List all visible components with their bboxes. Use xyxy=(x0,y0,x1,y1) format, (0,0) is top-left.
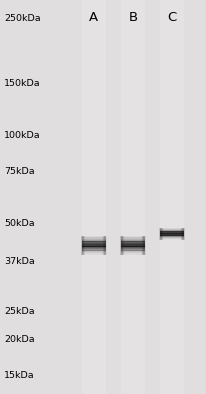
Bar xyxy=(121,236,123,255)
Bar xyxy=(160,228,162,240)
Bar xyxy=(162,228,164,240)
Bar xyxy=(103,236,105,255)
Bar xyxy=(161,228,163,240)
Bar xyxy=(84,236,86,255)
Text: 37kDa: 37kDa xyxy=(4,257,35,266)
Bar xyxy=(81,236,83,255)
Bar xyxy=(83,236,85,255)
Text: A: A xyxy=(89,11,98,24)
Bar xyxy=(143,236,145,255)
Bar xyxy=(102,236,104,255)
Bar xyxy=(121,236,123,255)
Text: 150kDa: 150kDa xyxy=(4,79,41,88)
Bar xyxy=(181,228,183,240)
Bar xyxy=(183,228,185,240)
Bar xyxy=(103,236,105,255)
Bar xyxy=(182,228,184,240)
Bar xyxy=(104,236,106,255)
Bar xyxy=(160,228,162,240)
Bar xyxy=(121,236,123,255)
Bar xyxy=(83,236,85,255)
Bar xyxy=(141,236,143,255)
Bar xyxy=(182,228,184,240)
Bar xyxy=(180,228,183,240)
Bar xyxy=(161,228,163,240)
Bar xyxy=(121,236,123,255)
Bar xyxy=(142,236,144,255)
Bar xyxy=(122,236,124,255)
Bar xyxy=(102,236,104,255)
Bar xyxy=(102,236,104,255)
Text: 20kDa: 20kDa xyxy=(4,335,35,344)
Bar xyxy=(142,236,144,255)
Bar xyxy=(160,228,162,240)
Bar xyxy=(82,236,84,255)
Bar xyxy=(82,236,84,255)
Bar xyxy=(122,236,124,255)
Bar xyxy=(161,228,163,240)
Bar xyxy=(122,236,124,255)
Bar xyxy=(142,236,144,255)
Bar xyxy=(180,228,182,240)
Bar xyxy=(161,228,163,240)
Bar xyxy=(120,236,122,255)
Bar xyxy=(121,0,145,394)
Bar xyxy=(82,0,106,394)
Text: 250kDa: 250kDa xyxy=(4,14,41,23)
Text: C: C xyxy=(167,11,177,24)
Bar xyxy=(122,236,124,255)
Bar xyxy=(144,236,146,255)
Bar xyxy=(123,236,125,255)
Bar xyxy=(81,236,83,255)
Text: 75kDa: 75kDa xyxy=(4,167,35,176)
Bar xyxy=(120,236,122,255)
Bar xyxy=(181,228,183,240)
Text: 50kDa: 50kDa xyxy=(4,219,35,228)
Bar xyxy=(181,228,183,240)
Bar xyxy=(181,228,183,240)
Bar xyxy=(162,228,164,240)
Bar xyxy=(104,236,106,255)
Bar xyxy=(182,228,184,240)
Bar xyxy=(143,236,145,255)
Bar xyxy=(81,236,83,255)
Text: B: B xyxy=(128,11,137,24)
Bar xyxy=(160,0,184,394)
Bar xyxy=(141,236,143,255)
Bar xyxy=(182,228,184,240)
Text: 25kDa: 25kDa xyxy=(4,307,35,316)
Bar xyxy=(105,236,107,255)
Bar xyxy=(104,236,106,255)
Bar xyxy=(160,228,162,240)
Bar xyxy=(143,236,145,255)
Bar xyxy=(83,236,85,255)
Bar xyxy=(142,236,144,255)
Bar xyxy=(143,236,145,255)
Bar xyxy=(82,236,84,255)
Bar xyxy=(143,236,145,255)
Bar xyxy=(159,228,161,240)
Bar xyxy=(183,228,185,240)
Bar xyxy=(103,236,105,255)
Bar xyxy=(122,236,124,255)
Bar xyxy=(159,228,162,240)
Bar xyxy=(104,236,106,255)
Bar xyxy=(82,236,84,255)
Bar xyxy=(83,236,85,255)
Text: 100kDa: 100kDa xyxy=(4,130,41,139)
Text: 15kDa: 15kDa xyxy=(4,371,35,380)
Bar xyxy=(103,236,105,255)
